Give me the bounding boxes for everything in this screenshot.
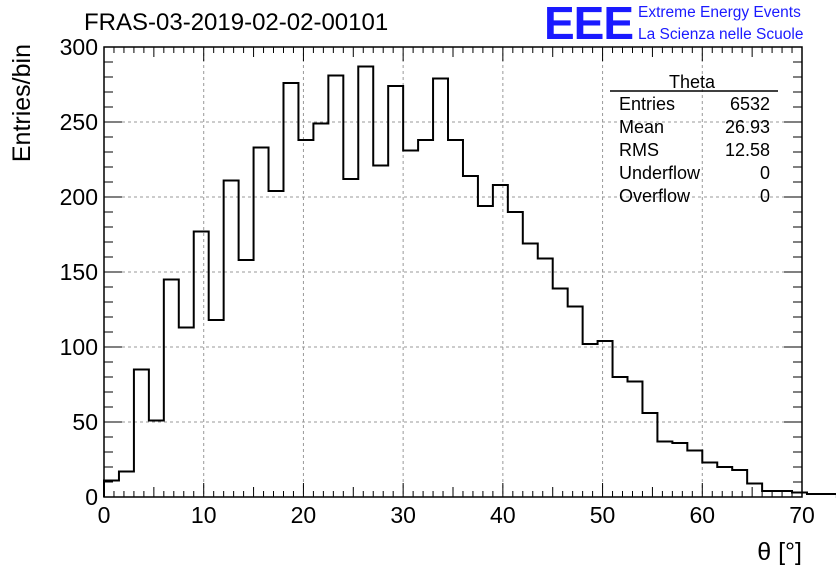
y-tick-label: 100: [60, 334, 98, 360]
histogram-bin: [149, 421, 164, 498]
stats-row-value: 0: [760, 186, 770, 206]
histogram-bin: [254, 148, 269, 498]
histogram-bin: [313, 124, 328, 498]
histogram-bin: [598, 341, 613, 497]
y-tick-label: 0: [85, 484, 98, 510]
histogram-bin: [508, 212, 523, 497]
histogram-bin: [239, 260, 254, 497]
histogram-bin: [164, 280, 179, 498]
histogram-bin: [179, 328, 194, 498]
histogram-bin: [538, 259, 553, 498]
logo-line-2: La Scienza nelle Scuole: [638, 26, 804, 43]
histogram-bin: [463, 176, 478, 497]
histogram-bin: [104, 481, 119, 498]
x-tick-label: 60: [689, 502, 715, 528]
histogram-bin: [747, 484, 762, 498]
histogram-bin: [717, 467, 732, 497]
stats-row-label: Mean: [619, 117, 664, 137]
y-tick-label: 300: [60, 34, 98, 60]
histogram-bin: [224, 181, 239, 498]
stats-row-label: Entries: [619, 94, 675, 114]
histogram-bin: [568, 307, 583, 498]
histogram-bin: [822, 494, 836, 497]
axis-ticks: [103, 46, 803, 498]
histogram-bin: [777, 491, 792, 497]
y-tick-label: 50: [72, 409, 98, 435]
stats-row-label: RMS: [619, 140, 659, 160]
histogram-bin: [433, 79, 448, 498]
histogram-bin: [478, 206, 493, 497]
histogram-bin: [269, 191, 284, 497]
histogram-bin: [388, 86, 403, 497]
histogram-bin: [807, 494, 822, 497]
stats-row-value: 12.58: [725, 140, 770, 160]
stats-row-value: 6532: [730, 94, 770, 114]
stats-title: Theta: [669, 72, 716, 92]
y-tick-label: 200: [60, 184, 98, 210]
x-tick-label: 20: [291, 502, 317, 528]
histogram-bin: [762, 491, 777, 497]
stats-row-value: 0: [760, 163, 770, 183]
histogram-bin: [732, 470, 747, 497]
histogram-bin: [283, 83, 298, 497]
histogram-bin: [209, 320, 224, 497]
grid-lines: [104, 47, 802, 497]
y-axis-label: Entries/bin: [8, 44, 36, 162]
histogram-bin: [328, 76, 343, 498]
x-tick-label: 10: [191, 502, 217, 528]
histogram-bin: [119, 472, 134, 498]
histogram-bin: [418, 140, 433, 497]
histogram-bin: [613, 377, 628, 497]
histogram-bin: [657, 442, 672, 498]
x-tick-label: 70: [789, 502, 815, 528]
histogram-bin: [523, 244, 538, 498]
histogram-step-line: [103, 65, 836, 498]
eee-logo-mark: EEE: [544, 0, 634, 49]
histogram-bin: [702, 463, 717, 498]
histogram-bin: [493, 185, 508, 497]
x-axis-label: θ [°]: [757, 538, 802, 566]
histogram-bin: [373, 166, 388, 498]
stats-row-label: Underflow: [619, 163, 701, 183]
histogram-bin: [403, 151, 418, 498]
histogram-bin: [448, 140, 463, 497]
histogram-bin: [298, 140, 313, 497]
stats-row-label: Overflow: [619, 186, 691, 206]
histogram-bin: [628, 382, 643, 498]
y-tick-label: 250: [60, 109, 98, 135]
histogram-bin: [553, 289, 568, 498]
page-title: FRAS-03-2019-02-02-00101: [84, 9, 389, 36]
histogram-bin: [134, 370, 149, 498]
tick-labels: 0 10 20 30 40 50 60 70 0 50 100 150 200 250 300: [60, 34, 815, 528]
histogram-bin: [583, 344, 598, 497]
stats-box: Theta Entries 6532 Mean 26.93 RMS 12.58 Underf…: [610, 72, 778, 206]
histogram-bin: [672, 443, 687, 497]
stats-row-value: 26.93: [725, 117, 770, 137]
x-tick-label: 30: [390, 502, 416, 528]
x-tick-label: 40: [490, 502, 516, 528]
histogram-bin: [687, 451, 702, 498]
x-tick-label: 50: [590, 502, 616, 528]
x-tick-label: 0: [98, 502, 111, 528]
histogram-bin: [642, 413, 657, 497]
histogram-bin: [358, 67, 373, 498]
y-tick-label: 150: [60, 259, 98, 285]
logo-line-1: Extreme Energy Events: [638, 4, 801, 21]
histogram-bin: [194, 232, 209, 498]
stats-rows: Entries 6532 Mean 26.93 RMS 12.58 Underflow 0 Ov…: [619, 94, 770, 206]
histogram-bin: [343, 179, 358, 497]
